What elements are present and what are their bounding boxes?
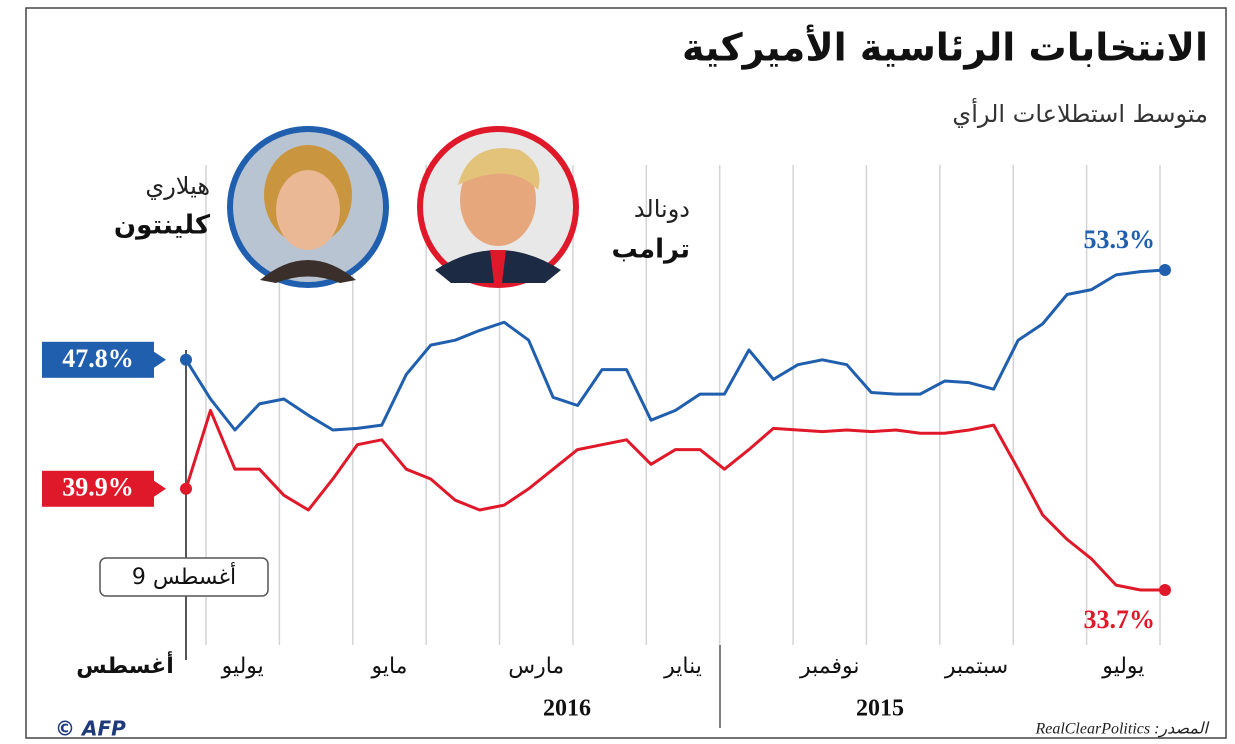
value-label: 47.8%: [62, 344, 134, 373]
x-tick-label: يوليو: [221, 654, 264, 679]
chart-title: الانتخابات الرئاسية الأميركية: [682, 24, 1208, 70]
x-tick-label: نوفمبر: [799, 654, 860, 679]
x-tick-label: مارس: [508, 654, 564, 679]
value-label: 39.9%: [62, 473, 134, 502]
chart-subtitle: متوسط استطلاعات الرأي: [952, 98, 1208, 128]
end-dot: [180, 354, 192, 366]
legend-name: ترامب: [612, 235, 690, 265]
x-tick-label: سبتمبر: [944, 654, 1008, 679]
clinton-portrait: [230, 129, 386, 285]
end-dot: [1159, 264, 1171, 276]
x-tick-label: يناير: [663, 654, 702, 679]
source: المصدر: RealClearPolitics: [1034, 721, 1209, 738]
x-tick-label: يوليو: [1101, 654, 1144, 679]
annotation: 9 أغسطس: [132, 562, 236, 590]
legend-name: هيلاري: [145, 172, 210, 200]
credit: © AFP: [55, 717, 126, 741]
end-dot: [1159, 584, 1171, 596]
chart: الانتخابات الرئاسية الأميركية متوسط استط…: [0, 0, 1235, 744]
year-label: 2015: [856, 696, 904, 722]
x-tick-label: مايو: [370, 654, 407, 679]
year-label: 2016: [543, 696, 591, 722]
end-dot: [180, 483, 192, 495]
trump-portrait: [420, 129, 576, 285]
x-end-label: أغسطس: [76, 650, 174, 679]
legend-name: دونالد: [634, 195, 690, 223]
legend-name: كلينتون: [114, 211, 211, 241]
value-label: 53.3%: [1084, 225, 1156, 254]
value-label: 33.7%: [1084, 605, 1156, 634]
